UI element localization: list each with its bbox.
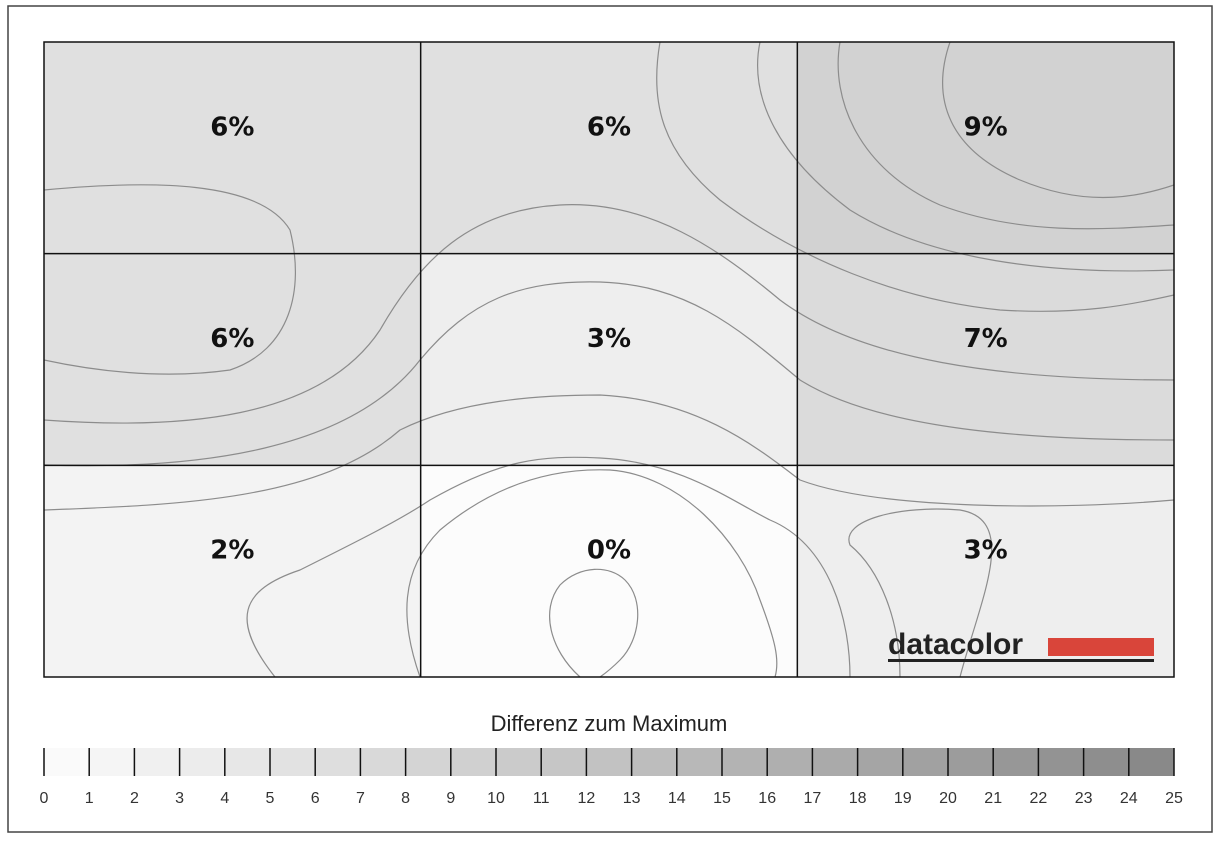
cell <box>44 253 421 466</box>
cell-label: 6% <box>210 324 254 354</box>
colorbar-tick-label: 15 <box>713 790 731 807</box>
colorbar-segment <box>902 748 948 776</box>
colorbar-segment <box>360 748 406 776</box>
colorbar-tick-label: 16 <box>758 790 776 807</box>
heatmap-cells <box>44 42 1174 677</box>
colorbar: 0 1 2 3 4 5 6 7 8 9 10 11 12 13 14 15 16 17 18 19 20 21 22 23 24… <box>40 748 1183 807</box>
cell-borders <box>43 41 1175 678</box>
contours <box>44 42 1174 677</box>
colorbar-segment <box>812 748 858 776</box>
cell <box>797 42 1174 254</box>
colorbar-tick-label: 13 <box>623 790 641 807</box>
colorbar-segment <box>993 748 1039 776</box>
colorbar-segment <box>948 748 994 776</box>
colorbar-segment <box>405 748 451 776</box>
logo-bar <box>1048 638 1154 656</box>
plot-border <box>43 41 1175 678</box>
cell <box>420 42 798 254</box>
colorbar-tick-label: 2 <box>130 790 139 807</box>
colorbar-segment <box>722 748 768 776</box>
colorbar-tick-label: 14 <box>668 790 686 807</box>
colorbar-segment <box>586 748 632 776</box>
colorbar-segment <box>224 748 270 776</box>
colorbar-segment <box>767 748 813 776</box>
colorbar-segment <box>1128 748 1174 776</box>
colorbar-segment <box>1038 748 1084 776</box>
colorbar-tick-label: 22 <box>1030 790 1048 807</box>
colorbar-tick-label: 23 <box>1075 790 1093 807</box>
cell <box>420 253 798 466</box>
colorbar-tick-label: 20 <box>939 790 957 807</box>
colorbar-segment <box>1083 748 1129 776</box>
logo-underline <box>888 659 1154 662</box>
colorbar-segment <box>270 748 316 776</box>
cell-label: 3% <box>587 324 631 354</box>
colorbar-tick-label: 21 <box>984 790 1002 807</box>
colorbar-tick-label: 18 <box>849 790 867 807</box>
colorbar-segment <box>44 748 90 776</box>
colorbar-segment <box>450 748 496 776</box>
colorbar-tick-label: 17 <box>804 790 822 807</box>
colorbar-tick-label: 25 <box>1165 790 1183 807</box>
cell-label: 0% <box>587 536 631 566</box>
colorbar-segment <box>631 748 677 776</box>
colorbar-segment <box>541 748 587 776</box>
cell-label: 6% <box>587 112 631 142</box>
colorbar-tick-label: 6 <box>311 790 320 807</box>
colorbar-tick-label: 11 <box>533 790 550 807</box>
cell-label: 2% <box>210 536 254 566</box>
colorbar-segment <box>89 748 135 776</box>
colorbar-tick-label: 10 <box>487 790 505 807</box>
colorbar-tick-label: 9 <box>446 790 455 807</box>
cell-label: 3% <box>964 536 1008 566</box>
colorbar-tick-label: 8 <box>401 790 410 807</box>
colorbar-tick-label: 3 <box>175 790 184 807</box>
cell <box>44 465 421 677</box>
colorbar-segment <box>676 748 722 776</box>
colorbar-segment <box>496 748 542 776</box>
colorbar-tick-label: 7 <box>356 790 365 807</box>
colorbar-tick-label: 12 <box>578 790 596 807</box>
colorbar-tick-label: 24 <box>1120 790 1138 807</box>
colorbar-tick-label: 0 <box>40 790 49 807</box>
colorbar-segment <box>315 748 361 776</box>
cell-label: 7% <box>964 324 1008 354</box>
logo: datacolor <box>888 628 1154 662</box>
logo-text: datacolor <box>888 628 1023 661</box>
cell <box>44 42 421 254</box>
colorbar-tick-label: 19 <box>894 790 912 807</box>
colorbar-segment <box>134 748 180 776</box>
colorbar-tick-label: 5 <box>266 790 275 807</box>
cell-label: 9% <box>964 112 1008 142</box>
colorbar-segment <box>857 748 903 776</box>
colorbar-title: Differenz zum Maximum <box>491 711 728 736</box>
colorbar-segment <box>179 748 225 776</box>
cell-label: 6% <box>210 112 254 142</box>
colorbar-tick-label: 4 <box>220 790 229 807</box>
cell <box>797 253 1174 466</box>
colorbar-tick-label: 1 <box>85 790 94 807</box>
